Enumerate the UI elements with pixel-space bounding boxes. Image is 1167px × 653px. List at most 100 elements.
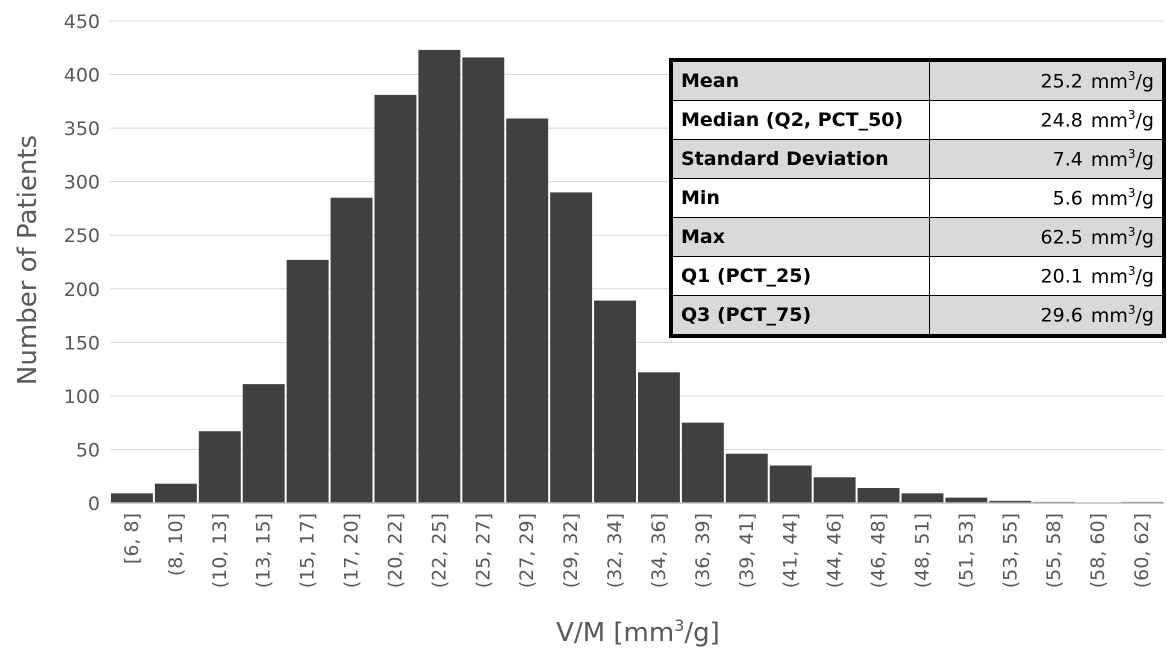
bar (594, 300, 636, 503)
statistic-unit-suffix: /g (1135, 265, 1154, 288)
statistics-row: Min 5.6 mm3/g (670, 178, 1165, 218)
statistic-unit-sup: 3 (1127, 303, 1136, 318)
x-tick-label: (53, 55] (999, 513, 1021, 588)
statistic-value: 29.6 (1040, 304, 1083, 327)
statistic-unit-prefix: mm (1090, 109, 1128, 132)
statistic-unit-sup: 3 (1127, 264, 1136, 279)
statistic-value-cell: 24.8 mm3/g (929, 100, 1165, 140)
statistic-unit-sup: 3 (1127, 186, 1136, 201)
y-tick-label: 400 (64, 65, 100, 87)
statistic-value: 62.5 (1040, 226, 1083, 249)
y-tick-label: 0 (88, 493, 100, 515)
y-tick-label: 300 (64, 172, 100, 194)
statistic-unit-sup: 3 (1127, 69, 1136, 84)
y-tick-label: 200 (64, 279, 100, 301)
statistics-row: Q1 (PCT_25) 20.1 mm3/g (670, 256, 1165, 296)
x-axis-title: V/M [mm3/g] (556, 616, 720, 648)
bar (550, 192, 593, 503)
x-tick-label: (32, 34] (604, 513, 626, 588)
statistic-unit-prefix: mm (1090, 304, 1128, 327)
statistic-label: Standard Deviation (670, 139, 930, 179)
bar (242, 384, 285, 503)
statistic-unit-prefix: mm (1090, 187, 1128, 210)
bar (945, 497, 988, 503)
statistics-row: Standard Deviation 7.4 mm3/g (670, 139, 1165, 179)
x-axis-title-sup: 3 (674, 616, 684, 635)
x-tick-label: (58, 60] (1087, 513, 1109, 588)
bar (857, 488, 900, 503)
x-tick-label: (10, 13] (209, 513, 231, 588)
statistics-row: Q3 (PCT_75) 29.6 mm3/g (670, 295, 1165, 337)
x-tick-label: (48, 51] (911, 513, 933, 588)
statistics-row: Max 62.5 mm3/g (670, 217, 1165, 257)
statistic-value-cell: 62.5 mm3/g (929, 217, 1165, 257)
bar (418, 49, 461, 504)
statistics-row: Median (Q2, PCT_50) 24.8 mm3/g (670, 100, 1165, 140)
statistic-value: 7.4 (1052, 148, 1083, 171)
x-axis-ticks: [6, 8] (8, 10] (10, 13] (13, 15] (15, 17] (17… (121, 513, 1153, 588)
statistic-label: Mean (670, 59, 930, 101)
statistic-value-cell: 20.1 mm3/g (929, 256, 1165, 296)
bar (286, 259, 329, 503)
x-tick-label: (55, 58] (1043, 513, 1065, 588)
x-tick-label: (20, 22] (384, 513, 406, 588)
statistic-unit-sup: 3 (1127, 225, 1136, 240)
bar (506, 118, 549, 504)
y-tick-label: 350 (64, 118, 100, 140)
x-tick-label: (60, 62] (1131, 513, 1153, 588)
x-tick-label: (41, 44] (780, 513, 802, 588)
y-tick-label: 250 (64, 225, 100, 247)
y-tick-label: 450 (64, 11, 100, 33)
statistic-unit-prefix: mm (1090, 70, 1128, 93)
x-tick-label: (22, 25] (428, 513, 450, 588)
statistics-table: Mean 25.2 mm3/g Median (Q2, PCT_50) 24.8 mm3/… (669, 58, 1166, 338)
statistic-value: 24.8 (1040, 109, 1083, 132)
statistic-unit-suffix: /g (1135, 70, 1154, 93)
statistic-unit-suffix: /g (1135, 148, 1154, 171)
statistics-table-body: Mean 25.2 mm3/g Median (Q2, PCT_50) 24.8 mm3/… (670, 59, 1165, 337)
x-tick-label: (51, 53] (955, 513, 977, 588)
statistic-label: Median (Q2, PCT_50) (670, 100, 930, 140)
bar (638, 372, 680, 503)
statistic-value: 20.1 (1040, 265, 1083, 288)
statistic-label: Max (670, 217, 930, 257)
x-tick-label: (46, 48] (868, 513, 890, 588)
statistic-label: Q3 (PCT_75) (670, 295, 930, 337)
statistic-unit-prefix: mm (1090, 226, 1128, 249)
statistic-unit-prefix: mm (1090, 148, 1128, 171)
x-tick-label: (27, 29] (516, 513, 538, 588)
statistic-label: Min (670, 178, 930, 218)
bar (111, 493, 153, 503)
statistic-value: 25.2 (1040, 70, 1083, 93)
bars (111, 49, 1163, 504)
x-axis-title-suffix: /g] (684, 618, 719, 648)
statistic-unit-suffix: /g (1135, 187, 1154, 210)
statistic-unit-suffix: /g (1135, 226, 1154, 249)
x-tick-label: (17, 20] (341, 513, 363, 588)
x-tick-label: [6, 8] (121, 513, 143, 564)
y-tick-label: 150 (64, 332, 100, 354)
statistics-row: Mean 25.2 mm3/g (670, 59, 1165, 101)
statistic-unit-prefix: mm (1090, 265, 1128, 288)
statistic-unit-sup: 3 (1127, 108, 1136, 123)
x-tick-label: (44, 46] (824, 513, 846, 588)
x-tick-label: (39, 41] (736, 513, 758, 588)
bar (769, 465, 812, 503)
bar (989, 500, 1032, 503)
bar (330, 197, 373, 503)
y-tick-label: 100 (64, 386, 100, 408)
x-tick-label: (34, 36] (648, 513, 670, 588)
gridlines (110, 20, 1164, 450)
x-tick-label: (8, 10] (165, 513, 187, 576)
x-tick-label: (13, 15] (253, 513, 275, 588)
bar (681, 422, 724, 503)
x-axis-title-prefix: V/M [mm (556, 618, 674, 648)
x-tick-label: (15, 17] (297, 513, 319, 588)
bar (813, 477, 856, 503)
bar (198, 431, 241, 503)
statistic-value-cell: 5.6 mm3/g (929, 178, 1165, 218)
x-tick-label: (25, 27] (472, 513, 494, 588)
statistic-unit-suffix: /g (1135, 304, 1154, 327)
bar (901, 493, 944, 503)
statistic-value-cell: 29.6 mm3/g (929, 295, 1165, 337)
